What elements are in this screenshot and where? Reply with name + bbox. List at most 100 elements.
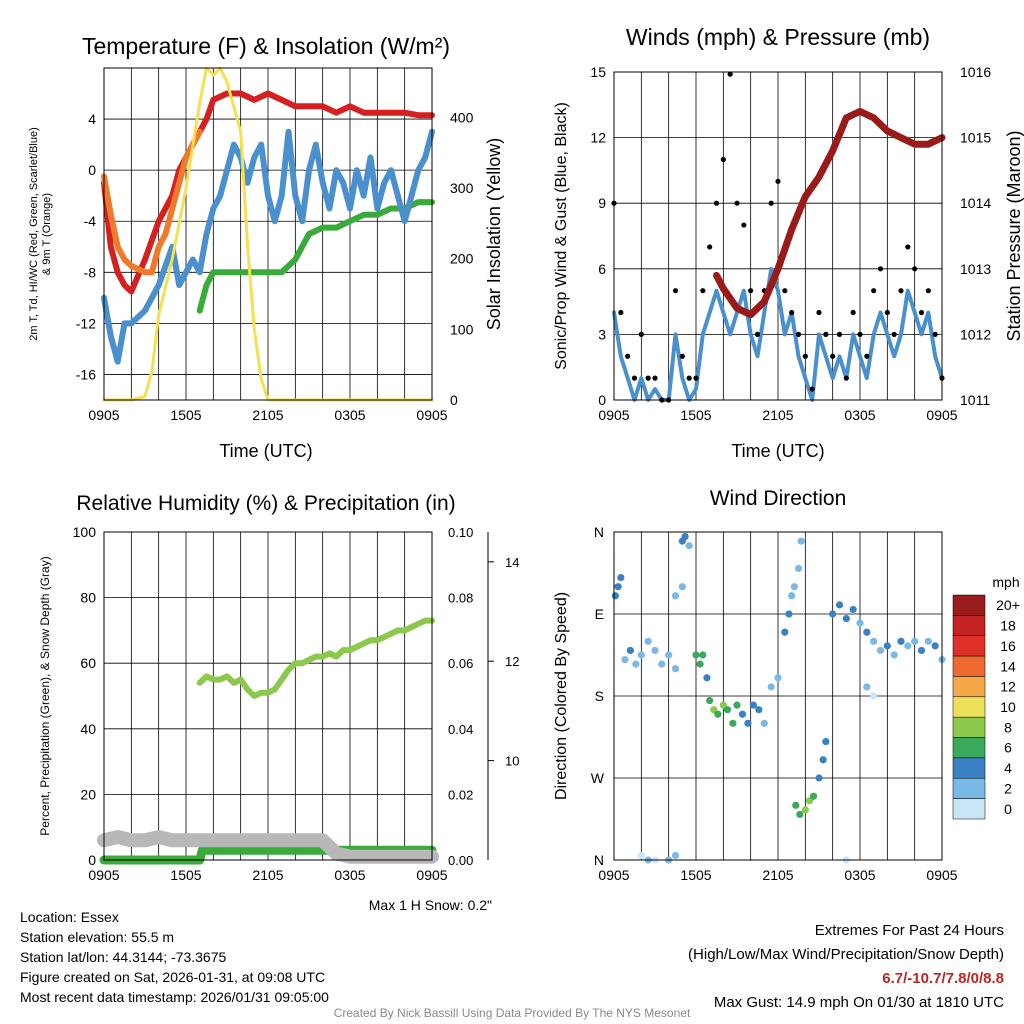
gust-point: [748, 288, 754, 294]
extremes-gust: Max Gust: 14.9 mph On 01/30 at 1810 UTC: [713, 994, 1004, 1011]
dir-grid: [613, 531, 943, 861]
wind-ytick-label: 1015: [960, 130, 991, 146]
direction-point: [671, 592, 680, 600]
gust-point: [912, 266, 918, 272]
gust-point: [741, 222, 747, 228]
station-info: Location: Essex Station elevation: 55.5 …: [20, 907, 329, 1007]
dir-xtick-label: 0305: [844, 867, 875, 883]
direction-point: [788, 592, 796, 600]
temp-line-td: [196, 199, 435, 314]
rh-line-rh: [196, 617, 435, 699]
direction-point: [671, 665, 680, 673]
gust-point: [720, 156, 726, 163]
rh-ytick-label: 80: [80, 590, 96, 606]
colorbar-label: 8: [1004, 719, 1012, 735]
temp-ytick-label: 0: [88, 162, 96, 178]
direction-point: [801, 806, 809, 814]
direction-point: [744, 719, 752, 727]
wind-ytick-label: 1011: [960, 392, 990, 408]
rh-grid: [103, 531, 433, 861]
colorbar-swatch: [952, 778, 986, 799]
gust-point: [789, 309, 795, 316]
direction-point: [911, 637, 919, 645]
gust-point: [877, 266, 884, 272]
dir-title: Wind Direction: [710, 487, 847, 510]
wind-xtick-label: 1505: [680, 407, 711, 423]
wind-ylabel: Sonic/Prop Wind & Gust (Blue, Black): [553, 102, 570, 370]
wind-xtick-label: 2105: [762, 407, 793, 423]
direction-point: [842, 614, 850, 623]
direction-point: [829, 610, 837, 618]
gust-point: [932, 331, 938, 337]
wind-ytick-label: 15: [590, 64, 606, 80]
direction-point: [749, 701, 758, 709]
direction-point: [809, 792, 818, 800]
direction-point: [626, 646, 635, 655]
gust-point: [700, 288, 706, 294]
colorbar-label: 12: [1000, 679, 1016, 695]
gust-point: [871, 288, 877, 294]
temp-ytick-label: -4: [84, 213, 97, 229]
direction-point: [897, 637, 905, 645]
gust-point: [884, 309, 890, 316]
wind-frame: [613, 71, 943, 401]
direction-point: [685, 542, 693, 550]
temp-ytick-label: 4: [88, 111, 96, 127]
colorbar-swatch: [952, 716, 986, 738]
temp-y2label: Solar Insolation (Yellow): [484, 138, 504, 330]
rh-ytick-label: 0.04: [448, 722, 473, 737]
colorbar-swatch: [952, 594, 986, 616]
dir-series: [611, 532, 946, 864]
gust-point: [864, 353, 870, 359]
rh-y3-tick-label: 14: [505, 555, 519, 570]
direction-point: [797, 537, 805, 545]
direction-point: [637, 851, 645, 860]
direction-point: [723, 706, 732, 714]
direction-point: [904, 642, 912, 650]
direction-point: [658, 660, 666, 668]
temp-title: Temperature (F) & Insolation (W/m²): [82, 33, 450, 59]
rh-line-snow-depth: [97, 830, 439, 864]
gust-point: [823, 331, 829, 337]
direction-point: [785, 610, 793, 618]
dir-ytick-label: N: [594, 524, 604, 540]
colorbar-swatch: [952, 676, 986, 698]
rh-ticks: 0905 1505 2105 0305 0905 100 80 60 40 20 0 0.10 0.08…: [73, 524, 520, 883]
gust-point: [830, 353, 836, 359]
gust-point: [734, 200, 740, 206]
rh-ytick-label: 0.06: [448, 656, 473, 671]
gust-point: [850, 309, 856, 316]
temp-ylabel-line2: & 9m T (Orange): [41, 193, 53, 275]
temp-xtick-label: 1505: [170, 407, 201, 423]
direction-point: [611, 592, 619, 600]
info-recent: Most recent data timestamp: 2026/01/31 0…: [20, 989, 329, 1005]
direction-point: [863, 683, 871, 691]
gust-point: [631, 375, 638, 381]
direction-point: [729, 719, 737, 727]
gust-point: [891, 331, 897, 337]
gust-point: [625, 353, 631, 359]
temp-xtick-label: 0905: [416, 407, 447, 423]
temp-xtick-label: 2105: [252, 407, 283, 423]
rh-ytick-label: 60: [80, 655, 96, 671]
temp-xtick-label: 0905: [88, 407, 119, 423]
rh-ytick-label: 20: [80, 786, 96, 802]
gust-point: [686, 375, 692, 381]
rh-y3-tick-label: 12: [505, 654, 519, 669]
rh-ytick-label: 0.00: [448, 853, 473, 868]
temp-frame: [103, 67, 433, 401]
direction-point: [678, 583, 686, 591]
colorbar-label: 20+: [996, 597, 1020, 613]
colorbar-swatch: [952, 615, 986, 636]
direction-point: [760, 719, 768, 727]
temp-ytick-label: 100: [450, 321, 474, 337]
direction-point: [714, 710, 722, 718]
direction-point: [863, 628, 871, 636]
wind-ytick-label: 0: [598, 392, 606, 408]
gust-point: [925, 288, 931, 294]
credit-line: Created By Nick Bassill Using Data Provi…: [333, 1006, 691, 1020]
temp-ticks: 0905 1505 2105 0305 0905 4 0 -4 -8 -12 -16 400 300 20…: [76, 109, 474, 423]
gust-point: [795, 331, 802, 337]
direction-point: [699, 651, 707, 659]
